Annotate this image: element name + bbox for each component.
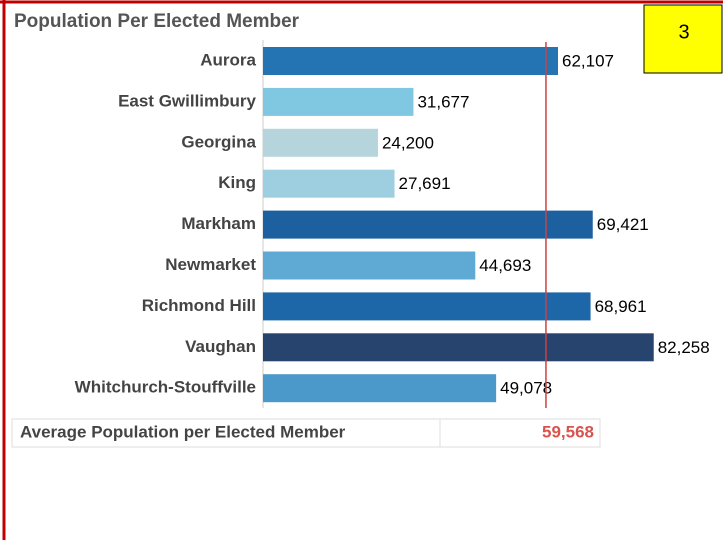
bar-value-label: 62,107 — [562, 51, 614, 70]
category-label: Richmond Hill — [142, 296, 256, 315]
category-label: King — [218, 173, 256, 192]
category-label: Markham — [181, 214, 256, 233]
bar — [263, 128, 378, 157]
bar — [263, 374, 497, 403]
bar — [263, 292, 591, 321]
bar — [263, 47, 559, 75]
category-label: Vaughan — [185, 337, 256, 356]
category-label: Newmarket — [165, 255, 256, 274]
bar — [263, 251, 476, 280]
bar-value-label: 82,258 — [658, 338, 710, 357]
bar — [263, 169, 395, 198]
bar — [263, 87, 414, 116]
bar-value-label: 49,078 — [500, 379, 552, 398]
bar-value-label: 44,693 — [479, 256, 531, 275]
chart-title: Population Per Elected Member — [14, 11, 300, 32]
category-label: Whitchurch-Stouffville — [75, 378, 256, 397]
category-label: Georgina — [181, 132, 256, 151]
bar-value-label: 24,200 — [382, 133, 434, 152]
badge-text: 3 — [678, 21, 689, 43]
summary-label: Average Population per Elected Member — [20, 422, 346, 441]
bar — [263, 333, 654, 362]
bar-value-label: 69,421 — [597, 215, 649, 234]
bar — [263, 210, 593, 239]
category-label: East Gwillimbury — [118, 91, 256, 110]
bar-value-label: 68,961 — [595, 297, 647, 316]
bar-value-label: 31,677 — [417, 92, 469, 111]
bar-value-label: 27,691 — [399, 174, 451, 193]
badge — [643, 4, 723, 74]
category-label: Aurora — [200, 50, 256, 69]
summary-value: 59,568 — [542, 422, 594, 441]
summary-row — [11, 418, 601, 448]
